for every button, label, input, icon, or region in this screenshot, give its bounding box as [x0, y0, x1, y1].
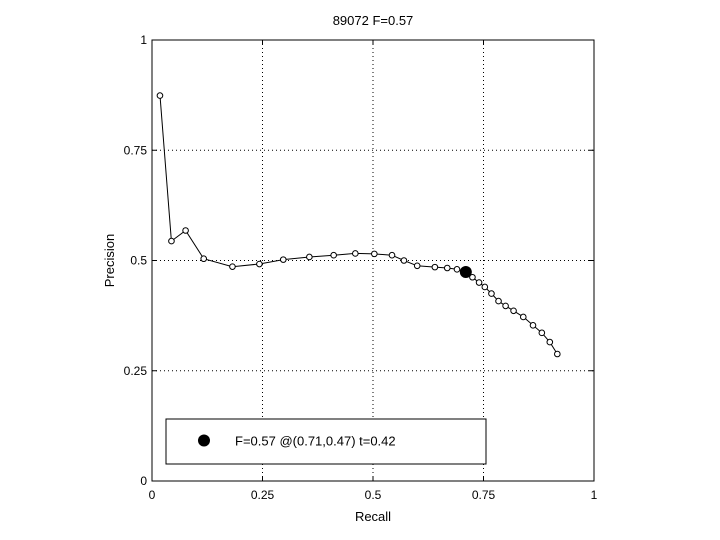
- data-point-13: [413, 262, 421, 270]
- data-point-3: [200, 255, 208, 263]
- data-point-20: [481, 283, 489, 291]
- data-point-7: [306, 253, 313, 261]
- x-tick-label-4: 1: [591, 488, 598, 502]
- legend-entry: F=0.57 @(0.71,0.47) t=0.42: [235, 434, 396, 449]
- axis-tick-labels: 0 0.25 0.5 0.75 1 0 0.25 0.5 0.75 1: [124, 33, 598, 502]
- data-point-0: [156, 92, 164, 99]
- optimal-f-point: [459, 265, 472, 278]
- data-point-21: [488, 290, 495, 297]
- y-tick-label-2: 0.5: [130, 254, 147, 268]
- data-point-29: [554, 350, 561, 358]
- chart-title: 89072 F=0.57: [333, 13, 414, 28]
- data-point-12: [400, 257, 408, 264]
- data-point-23: [502, 302, 509, 310]
- data-point-11: [388, 251, 396, 259]
- x-axis-label: Recall: [355, 509, 391, 524]
- x-tick-label-2: 0.5: [365, 488, 382, 502]
- data-point-19: [475, 279, 483, 286]
- series-precision-recall: [156, 92, 561, 358]
- x-tick-label-0: 0: [149, 488, 156, 502]
- legend: F=0.57 @(0.71,0.47) t=0.42: [165, 418, 487, 465]
- data-point-25: [519, 313, 527, 321]
- x-tick-label-3: 0.75: [472, 488, 496, 502]
- data-point-27: [538, 329, 546, 337]
- data-point-10: [371, 250, 378, 258]
- data-point-22: [495, 297, 502, 305]
- y-tick-label-0: 0: [140, 474, 147, 488]
- y-tick-label-4: 1: [140, 33, 147, 47]
- data-point-5: [256, 260, 263, 268]
- data-point-15: [443, 264, 451, 272]
- y-axis-label: Precision: [102, 234, 117, 287]
- data-point-2: [182, 227, 189, 234]
- data-point-9: [352, 250, 359, 257]
- y-tick-label-3: 0.75: [124, 143, 148, 157]
- data-point-1: [168, 237, 175, 245]
- x-tick-label-1: 0.25: [251, 488, 275, 502]
- y-tick-label-1: 0.25: [124, 364, 148, 378]
- legend-box: [165, 418, 487, 465]
- data-point-6: [279, 256, 287, 263]
- data-point-18: [469, 273, 476, 281]
- legend-marker: [198, 434, 210, 447]
- data-point-14: [431, 263, 439, 271]
- data-point-26: [529, 322, 537, 329]
- data-point-4: [229, 263, 236, 270]
- data-point-16: [453, 266, 461, 273]
- grid-lines: [152, 40, 594, 481]
- data-point-24: [510, 307, 517, 315]
- data-point-8: [330, 251, 337, 259]
- data-point-28: [546, 338, 554, 346]
- highlight-layer: [459, 265, 472, 278]
- axis-ticks: [151, 39, 595, 482]
